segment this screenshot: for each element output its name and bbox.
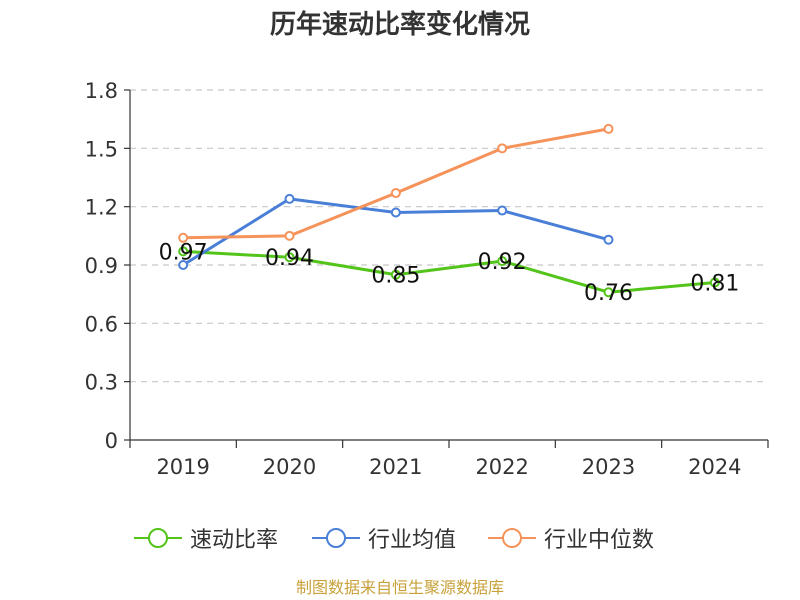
point-0-2024 <box>709 277 720 288</box>
data-label-2019: 0.97 <box>159 240 208 265</box>
point-1-2021 <box>390 207 401 218</box>
legend-item-industry-mean[interactable]: 行业均值 <box>312 518 456 558</box>
point-1-2019 <box>178 260 189 270</box>
y-tick-label-0: 0 <box>105 429 118 453</box>
x-tick-label-2024: 2024 <box>688 455 741 479</box>
data-source-note: 制图数据来自恒生聚源数据库 <box>295 578 504 597</box>
point-0-2021 <box>390 269 401 280</box>
series <box>178 123 720 298</box>
legend-marker-quick-ratio <box>134 528 182 548</box>
grid-lines <box>130 89 768 383</box>
x-tick-label-2022: 2022 <box>475 455 528 479</box>
legend: 速动比率 行业均值 行业中位数 <box>0 518 800 558</box>
chart-title: 历年速动比率变化情况 <box>269 10 530 40</box>
point-2-2021 <box>390 188 401 199</box>
data-label-2024: 0.81 <box>690 272 739 297</box>
series-line-0 <box>183 249 715 294</box>
y-tick-label-1: 0.3 <box>85 371 118 395</box>
point-2-2019 <box>178 232 189 243</box>
legend-marker-industry-median <box>488 528 536 548</box>
point-2-2022 <box>497 143 508 154</box>
legend-item-industry-median[interactable]: 行业中位数 <box>488 518 654 558</box>
point-2-2023 <box>603 123 614 134</box>
x-tick-label-2020: 2020 <box>263 455 316 479</box>
data-label-2020: 0.94 <box>265 246 314 271</box>
legend-item-quick-ratio[interactable]: 速动比率 <box>134 518 278 558</box>
x-tick-label-2021: 2021 <box>369 455 422 479</box>
point-2-2020 <box>284 230 295 241</box>
point-1-2022 <box>497 205 508 216</box>
y-tick-label-5: 1.5 <box>85 137 118 161</box>
data-label-2021: 0.85 <box>371 264 420 289</box>
legend-label-industry-median: 行业中位数 <box>544 528 655 553</box>
data-label-2023: 0.76 <box>584 281 633 306</box>
data-label-2022: 0.92 <box>478 250 527 275</box>
point-1-2020 <box>284 193 295 204</box>
point-0-2020 <box>284 252 295 263</box>
legend-label-quick-ratio: 速动比率 <box>190 528 279 553</box>
y-tick-label-2: 0.6 <box>85 312 118 336</box>
legend-label-industry-mean: 行业均值 <box>368 528 457 553</box>
x-tick-label-2023: 2023 <box>582 455 635 479</box>
y-tick-label-3: 0.9 <box>85 254 118 278</box>
point-0-2019 <box>178 246 189 257</box>
x-tick-label-2019: 2019 <box>156 455 209 479</box>
y-tick-label-6: 1.8 <box>85 79 118 103</box>
data-labels: 0.97 0.94 0.85 0.92 0.76 0.81 <box>159 240 740 306</box>
axes: 0 0.3 0.6 0.9 1.2 1.5 1.8 2019 2020 2021 2022 2023 2… <box>85 79 769 479</box>
point-1-2023 <box>603 234 614 245</box>
legend-marker-industry-mean <box>312 528 360 548</box>
point-0-2023 <box>603 287 614 298</box>
point-0-2022 <box>497 256 508 267</box>
y-tick-label-4: 1.2 <box>85 196 118 220</box>
